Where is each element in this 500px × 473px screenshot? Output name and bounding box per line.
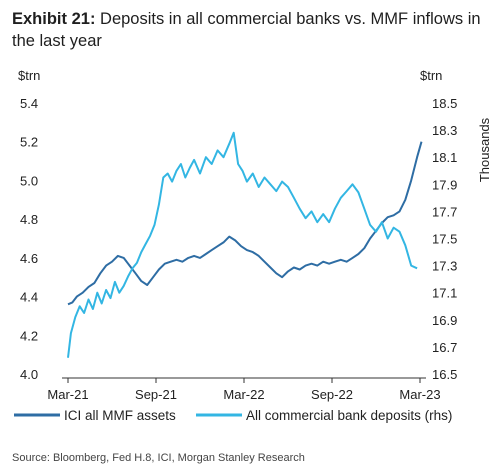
x-tick-label: Sep-21 [135, 387, 177, 402]
right-tick-label: 18.1 [432, 150, 457, 165]
right-axis-label: Thousands [477, 117, 492, 182]
right-axis-ticks: 16.5 16.7 16.9 17.1 17.3 17.5 17.7 17.9 18.1 18.3… [432, 96, 457, 382]
series-lines [67, 131, 423, 358]
legend: ICI all MMF assets All commercial bank d… [14, 408, 452, 423]
left-axis-unit: $trn [18, 68, 40, 83]
right-tick-label: 18.3 [432, 123, 457, 138]
left-axis-ticks: 4.0 4.2 4.4 4.6 4.8 5.0 5.2 5.4 [20, 96, 38, 382]
legend-label-mmf: ICI all MMF assets [64, 408, 176, 423]
left-tick-label: 5.0 [20, 173, 38, 188]
right-tick-label: 16.5 [432, 367, 457, 382]
series-line-deposits [67, 131, 418, 358]
left-tick-label: 4.2 [20, 328, 38, 343]
title-text: Deposits in all commercial banks vs. MMF… [12, 10, 481, 50]
right-tick-label: 17.1 [432, 286, 457, 301]
right-tick-label: 17.7 [432, 204, 457, 219]
series-line-mmf [67, 141, 423, 306]
exhibit-number: Exhibit 21: [12, 10, 96, 28]
x-axis-ticks: Mar-21 Sep-21 Mar-22 Sep-22 Mar-23 [47, 378, 441, 402]
right-tick-label: 18.5 [432, 96, 457, 111]
left-tick-label: 4.8 [20, 212, 38, 227]
left-tick-label: 4.6 [20, 251, 38, 266]
left-tick-label: 4.4 [20, 290, 38, 305]
x-tick-label: Mar-21 [47, 387, 88, 402]
left-tick-label: 5.4 [20, 96, 38, 111]
right-tick-label: 16.7 [432, 340, 457, 355]
legend-label-deposits: All commercial bank deposits (rhs) [246, 408, 452, 423]
left-tick-label: 5.2 [20, 135, 38, 150]
right-tick-label: 17.9 [432, 177, 457, 192]
right-tick-label: 17.5 [432, 232, 457, 247]
right-axis-unit: $trn [420, 68, 442, 83]
right-tick-label: 17.3 [432, 259, 457, 274]
x-tick-label: Mar-23 [399, 387, 440, 402]
left-tick-label: 4.0 [20, 367, 38, 382]
x-tick-label: Mar-22 [223, 387, 264, 402]
chart-title: Exhibit 21: Deposits in all commercial b… [12, 8, 492, 52]
source-note: Source: Bloomberg, Fed H.8, ICI, Morgan … [12, 452, 305, 464]
x-tick-label: Sep-22 [311, 387, 353, 402]
right-tick-label: 16.9 [432, 313, 457, 328]
